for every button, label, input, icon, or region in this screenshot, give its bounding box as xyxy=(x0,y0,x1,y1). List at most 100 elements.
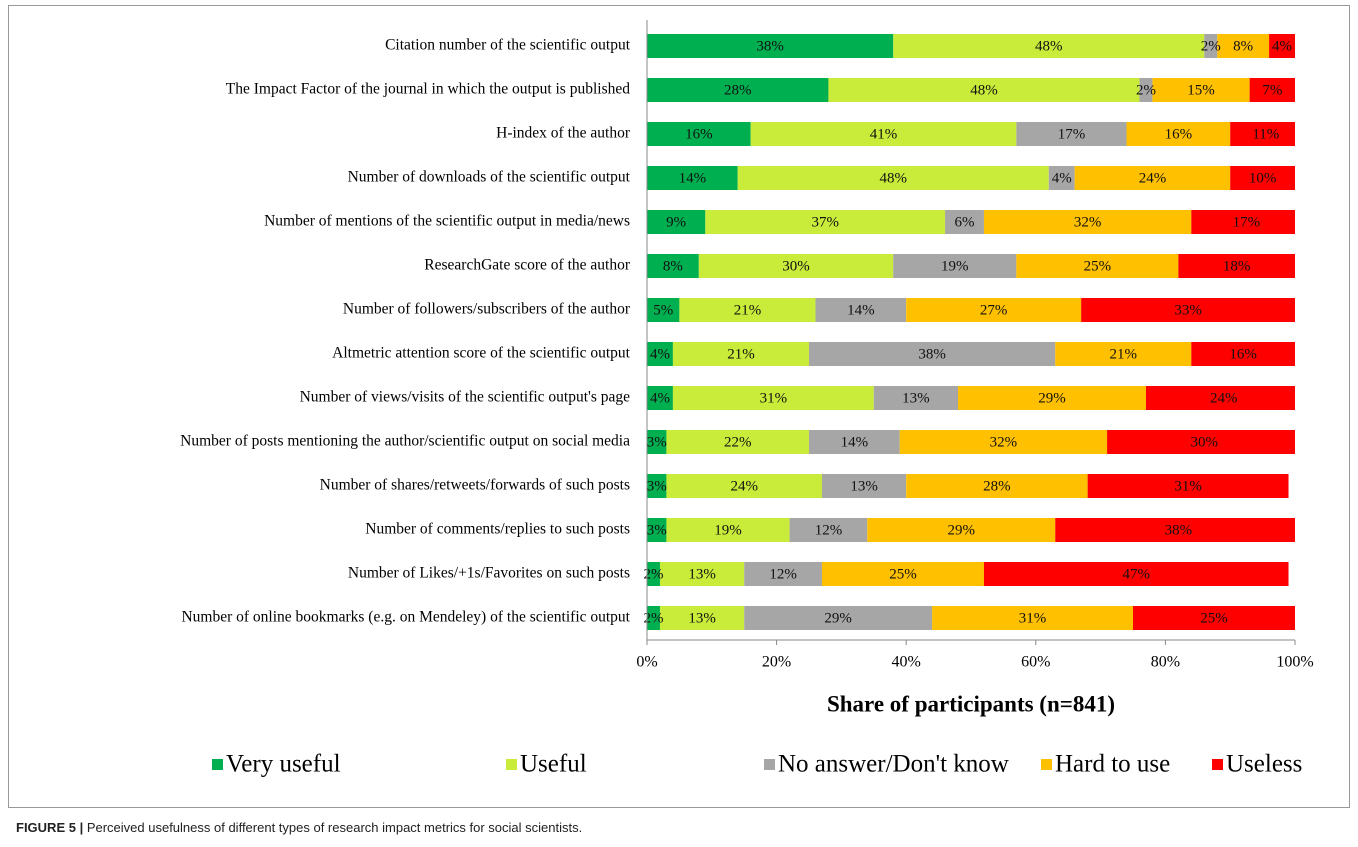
bar-segment xyxy=(750,122,1017,146)
category-label: Number of views/visits of the scientific… xyxy=(300,389,631,406)
value-label: 6% xyxy=(955,214,975,230)
bar-segment xyxy=(659,606,745,630)
bar-segment xyxy=(647,342,673,366)
value-label: 25% xyxy=(889,566,917,582)
bar-segment xyxy=(1081,298,1295,322)
value-label: 21% xyxy=(727,346,755,362)
bar-segment xyxy=(647,474,667,498)
value-label: 10% xyxy=(1249,170,1277,186)
caption-label: FIGURE 5 | xyxy=(16,820,84,835)
bar-segment xyxy=(666,518,790,542)
bar-segment xyxy=(1139,78,1153,102)
legend-swatch xyxy=(212,759,223,770)
value-label: 21% xyxy=(1110,346,1138,362)
value-label: 13% xyxy=(688,566,716,582)
bar-segment xyxy=(744,562,822,586)
value-label: 13% xyxy=(688,610,716,626)
bar-segment xyxy=(932,606,1133,630)
bar-segment xyxy=(647,518,667,542)
value-label: 9% xyxy=(666,214,686,230)
value-label: 16% xyxy=(1165,126,1193,142)
category-label: Number of shares/retweets/forwards of su… xyxy=(320,477,630,494)
legend-swatch xyxy=(1212,759,1223,770)
bar-segment xyxy=(1074,166,1231,190)
legend-label: Very useful xyxy=(226,751,341,778)
bar-segment xyxy=(647,430,667,454)
value-label: 19% xyxy=(941,258,969,274)
value-label: 24% xyxy=(1210,390,1238,406)
bar-segment xyxy=(1087,474,1289,498)
value-label: 29% xyxy=(1038,390,1066,406)
value-label: 38% xyxy=(918,346,946,362)
bar-segment xyxy=(659,562,745,586)
bar-segment xyxy=(647,386,673,410)
x-tick-label: 20% xyxy=(762,654,791,671)
bars xyxy=(647,34,1295,630)
value-label: 30% xyxy=(1191,434,1219,450)
bar-segment xyxy=(821,562,984,586)
value-label: 8% xyxy=(663,258,683,274)
bar-segment xyxy=(821,474,907,498)
bar-segment xyxy=(1191,342,1295,366)
caption-text: Perceived usefulness of different types … xyxy=(83,820,583,835)
bar-segment xyxy=(1269,34,1295,58)
value-label: 3% xyxy=(647,478,667,494)
legend-swatch xyxy=(506,759,517,770)
value-label: 14% xyxy=(841,434,869,450)
value-label: 32% xyxy=(1074,214,1102,230)
value-label: 12% xyxy=(769,566,797,582)
value-label: 16% xyxy=(1229,346,1257,362)
frame xyxy=(8,5,1350,808)
value-label: 2% xyxy=(643,566,663,582)
x-tick-label: 40% xyxy=(892,654,921,671)
category-label: Altmetric attention score of the scienti… xyxy=(332,345,631,362)
value-label: 48% xyxy=(970,82,998,98)
legend-swatch xyxy=(764,759,775,770)
value-label: 28% xyxy=(983,478,1011,494)
bar-segment xyxy=(744,606,933,630)
value-label: 4% xyxy=(650,346,670,362)
bar-segment xyxy=(873,386,959,410)
value-label: 38% xyxy=(756,38,784,54)
legend-label: Useful xyxy=(520,751,587,778)
legend-swatch xyxy=(1041,759,1052,770)
bar-segment xyxy=(1178,254,1295,278)
value-label: 15% xyxy=(1187,82,1215,98)
bar-segment xyxy=(815,298,907,322)
bar-segment xyxy=(983,562,1289,586)
bar-segment xyxy=(1191,210,1295,234)
value-label: 16% xyxy=(685,126,713,142)
value-label: 2% xyxy=(643,610,663,626)
value-label: 38% xyxy=(1165,522,1193,538)
value-label: 12% xyxy=(815,522,843,538)
value-label: 2% xyxy=(1201,38,1221,54)
category-label: Citation number of the scientific output xyxy=(385,37,631,54)
value-label: 22% xyxy=(724,434,752,450)
bar-segment xyxy=(1217,34,1270,58)
bar-segment xyxy=(1048,166,1075,190)
value-label: 37% xyxy=(811,214,839,230)
bar-segment xyxy=(789,518,868,542)
bar-segment xyxy=(647,210,706,234)
bar-segment xyxy=(1055,518,1295,542)
bar-segment xyxy=(906,474,1088,498)
value-label: 48% xyxy=(879,170,907,186)
value-label: 32% xyxy=(990,434,1018,450)
value-label: 17% xyxy=(1058,126,1086,142)
value-label: 25% xyxy=(1084,258,1112,274)
legend-label: Hard to use xyxy=(1055,751,1170,778)
value-label: 30% xyxy=(782,258,810,274)
bar-segment xyxy=(672,386,874,410)
bar-segment xyxy=(666,474,822,498)
legend-label: Useless xyxy=(1226,751,1302,778)
bar-segment xyxy=(647,606,660,630)
value-label: 11% xyxy=(1252,126,1279,142)
value-label: 14% xyxy=(679,170,707,186)
value-label: 25% xyxy=(1200,610,1228,626)
category-label: The Impact Factor of the journal in whic… xyxy=(226,81,630,98)
bar-segment xyxy=(666,430,809,454)
bar-segment xyxy=(1204,34,1218,58)
legend-label: No answer/Don't know xyxy=(778,751,1009,778)
bar-segment xyxy=(1055,342,1192,366)
